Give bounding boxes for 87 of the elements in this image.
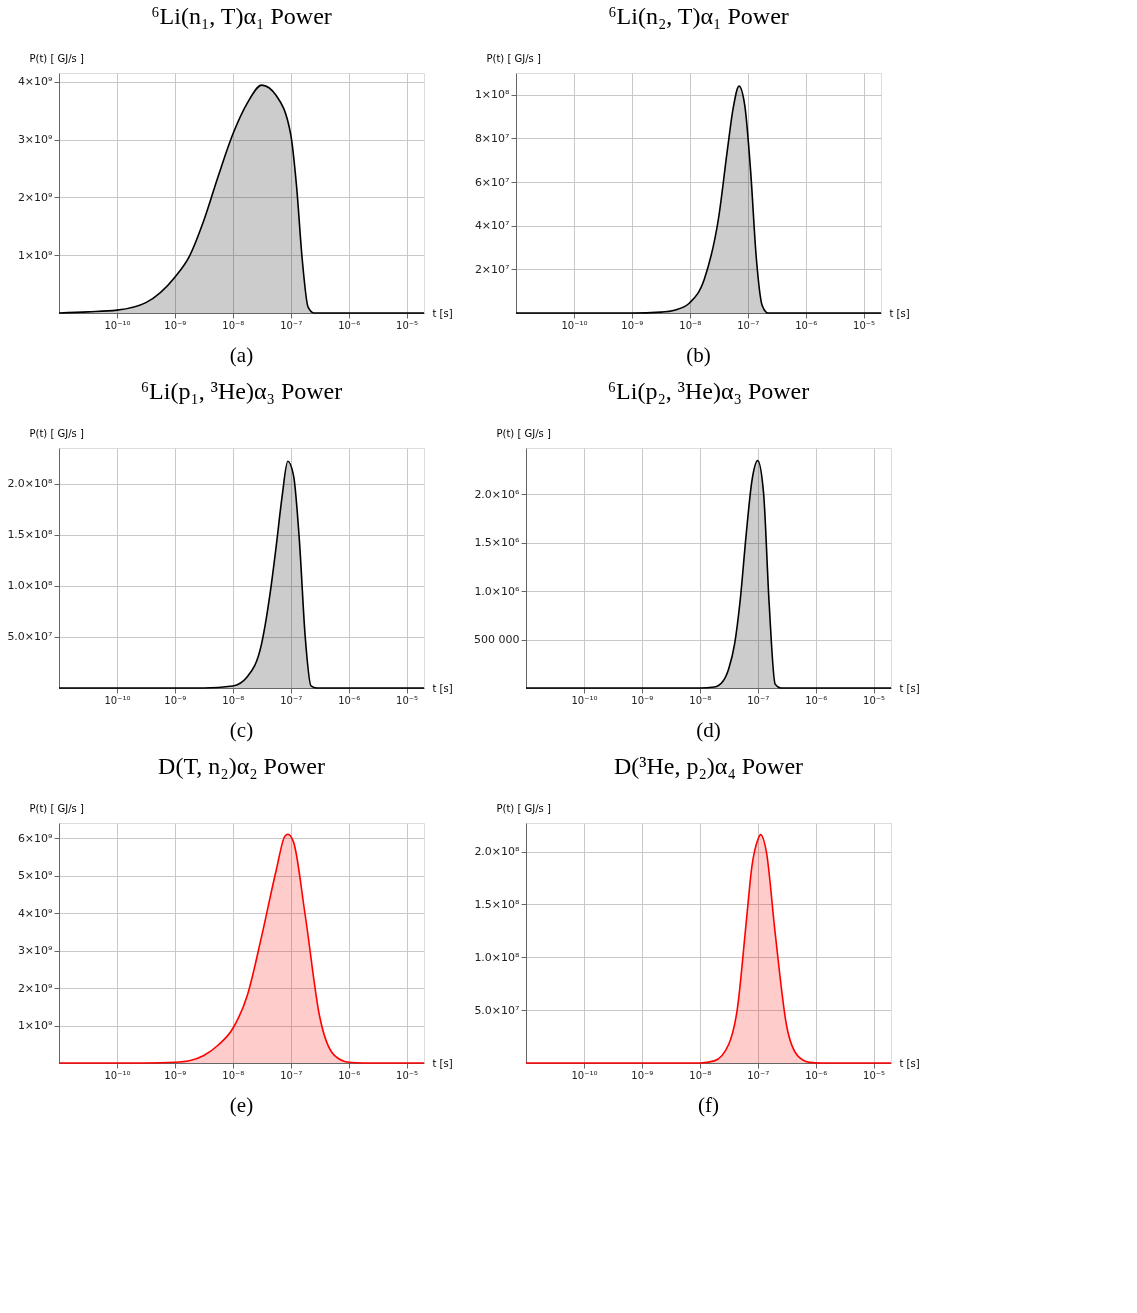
y-tick-label: 3×10⁹ (17, 133, 53, 147)
y-tick-label: 5.0×10⁷ (7, 630, 53, 644)
chart-title: ⁶Li(p₂, ³He)α₃ Power (607, 378, 810, 404)
x-axis-title: t [s] (899, 682, 920, 694)
y-axis-title: P(t) [ GJ/s ] (29, 427, 84, 439)
y-tick-label: 6×10⁹ (17, 831, 53, 845)
x-tick-label: 10⁻⁵ (863, 694, 886, 706)
x-tick-label: 10⁻⁸ (222, 319, 245, 331)
x-tick-label: 10⁻⁶ (795, 319, 818, 331)
x-tick-label: 10⁻⁹ (164, 319, 187, 331)
x-tick-label: 10⁻⁶ (805, 694, 828, 706)
y-tick-label: 1×10⁹ (17, 1019, 53, 1032)
text: (a) (229, 343, 254, 367)
chart-title: ⁶Li(p₁, ³He)α₃ Power (140, 378, 343, 404)
x-axis-title: t [s] (899, 1057, 920, 1069)
y-tick-label: 1.0×10⁶ (474, 584, 521, 598)
x-axis-title: t [s] (432, 682, 453, 694)
y-tick-label: 5×10⁹ (17, 869, 53, 882)
y-tick-label: 2×10⁹ (17, 981, 53, 995)
x-tick-label: 10⁻⁵ (396, 694, 419, 706)
text: (e) (229, 1093, 254, 1117)
x-tick-label: 10⁻⁶ (338, 1069, 361, 1081)
y-tick-label: 4×10⁷ (474, 219, 510, 233)
y-tick-label: 1×10⁸ (474, 88, 511, 102)
y-tick-label: 5.0×10⁷ (474, 1003, 520, 1017)
x-tick-label: 10⁻⁹ (631, 1069, 654, 1081)
x-tick-label: 10⁻⁵ (853, 319, 876, 331)
y-tick-label: 1.5×10⁸ (7, 528, 54, 542)
chart-title: D(T, n₂)α₂ Power (158, 753, 325, 779)
x-tick-label: 10⁻⁷ (280, 319, 303, 331)
chart-title: ⁶Li(n₂, T)α₁ Power (608, 3, 789, 29)
y-tick-label: 2.0×10⁸ (474, 845, 521, 859)
x-tick-label: 10⁻⁷ (747, 1069, 770, 1081)
text: (c) (229, 718, 254, 742)
x-tick-label: 10⁻¹⁰ (561, 319, 588, 331)
x-tick-label: 10⁻⁹ (164, 1069, 187, 1081)
x-tick-label: 10⁻⁵ (396, 1069, 419, 1081)
x-axis-title: t [s] (889, 307, 910, 319)
text: (b) (686, 343, 711, 367)
y-tick-label: 2.0×10⁶ (474, 487, 521, 501)
x-tick-label: 10⁻¹⁰ (104, 694, 131, 706)
x-tick-label: 10⁻⁸ (222, 694, 245, 706)
y-tick-label: 4×10⁹ (17, 75, 53, 89)
chart-title: ⁶Li(n₁, T)α₁ Power (151, 3, 332, 29)
y-tick-label: 3×10⁹ (17, 944, 53, 957)
x-tick-label: 10⁻¹⁰ (571, 1069, 598, 1081)
x-axis-title: t [s] (432, 307, 453, 319)
x-tick-label: 10⁻¹⁰ (571, 694, 598, 706)
y-tick-label: 4×10⁹ (17, 906, 53, 920)
x-tick-label: 10⁻¹⁰ (104, 319, 131, 331)
y-axis-title: P(t) [ GJ/s ] (486, 52, 541, 64)
y-tick-label: 2×10⁷ (474, 262, 510, 276)
x-tick-label: 10⁻¹⁰ (104, 1069, 131, 1081)
x-tick-label: 10⁻⁶ (338, 694, 361, 706)
x-tick-label: 10⁻⁸ (679, 319, 702, 331)
text: (d) (696, 718, 721, 742)
x-tick-label: 10⁻⁵ (863, 1069, 886, 1081)
y-tick-label: 1.5×10⁸ (474, 897, 521, 911)
x-tick-label: 10⁻⁷ (747, 694, 770, 706)
x-tick-label: 10⁻⁷ (280, 1069, 303, 1081)
y-tick-label: 1.5×10⁶ (474, 536, 521, 550)
x-axis-title: t [s] (432, 1057, 453, 1069)
x-tick-label: 10⁻⁹ (631, 694, 654, 706)
y-tick-label: 500 000 (474, 633, 520, 647)
y-tick-label: 2.0×10⁸ (7, 477, 54, 491)
y-tick-label: 1.0×10⁸ (7, 579, 54, 593)
y-tick-label: 6×10⁷ (474, 175, 510, 189)
y-axis-title: P(t) [ GJ/s ] (29, 52, 84, 64)
chart-title: D(³He, p₂)α₄ Power (613, 753, 804, 779)
x-tick-label: 10⁻⁶ (805, 1069, 828, 1081)
x-tick-label: 10⁻⁷ (280, 694, 303, 706)
x-tick-label: 10⁻⁹ (621, 319, 644, 331)
x-tick-label: 10⁻⁶ (338, 319, 361, 331)
y-tick-label: 1×10⁹ (17, 248, 53, 262)
x-tick-label: 10⁻⁸ (689, 694, 712, 706)
x-tick-label: 10⁻⁸ (222, 1069, 245, 1081)
y-tick-label: 1.0×10⁸ (474, 950, 521, 964)
y-axis-title: P(t) [ GJ/s ] (496, 427, 551, 439)
x-tick-label: 10⁻⁵ (396, 319, 419, 331)
y-tick-label: 8×10⁷ (474, 131, 510, 145)
x-tick-label: 10⁻⁷ (737, 319, 760, 331)
y-axis-title: P(t) [ GJ/s ] (29, 802, 84, 814)
x-tick-label: 10⁻⁹ (164, 694, 187, 706)
y-axis-title: P(t) [ GJ/s ] (496, 802, 551, 814)
x-tick-label: 10⁻⁸ (689, 1069, 712, 1081)
y-tick-label: 2×10⁹ (17, 190, 53, 204)
text: (f) (698, 1093, 719, 1117)
